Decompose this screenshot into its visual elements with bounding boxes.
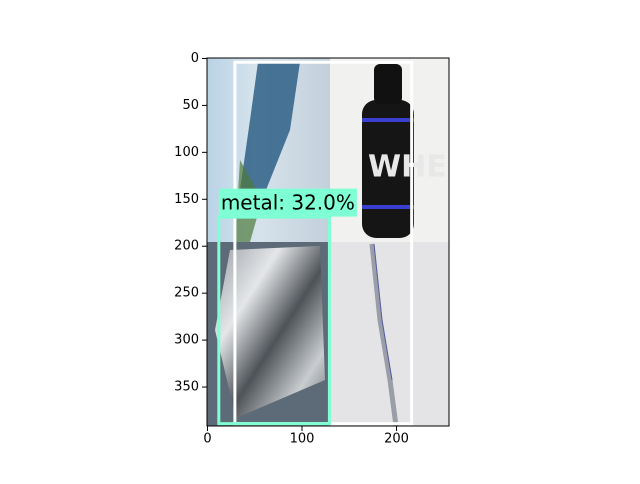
x-tick-label: 0 [203,432,211,447]
y-tick-label: 300 [174,333,199,348]
x-tick-label: 100 [290,432,315,447]
bounding-box [217,215,331,426]
detections: metal: 32.0% [217,60,414,426]
box-label: metal: 32.0% [221,191,355,215]
y-tick-label: 200 [174,239,199,254]
y-tick-label: 0 [191,51,199,66]
y-tick-label: 350 [174,380,199,395]
y-tick-label: 50 [182,98,199,113]
y-tick-label: 250 [174,286,199,301]
axes-frame [206,57,450,427]
y-tick-label: 100 [174,145,199,160]
x-tick-label: 200 [384,432,409,447]
photo: WHE [207,58,449,426]
svg-text:WHE: WHE [368,150,447,185]
box-label-bg [218,188,357,217]
y-tick-label: 150 [174,192,199,207]
